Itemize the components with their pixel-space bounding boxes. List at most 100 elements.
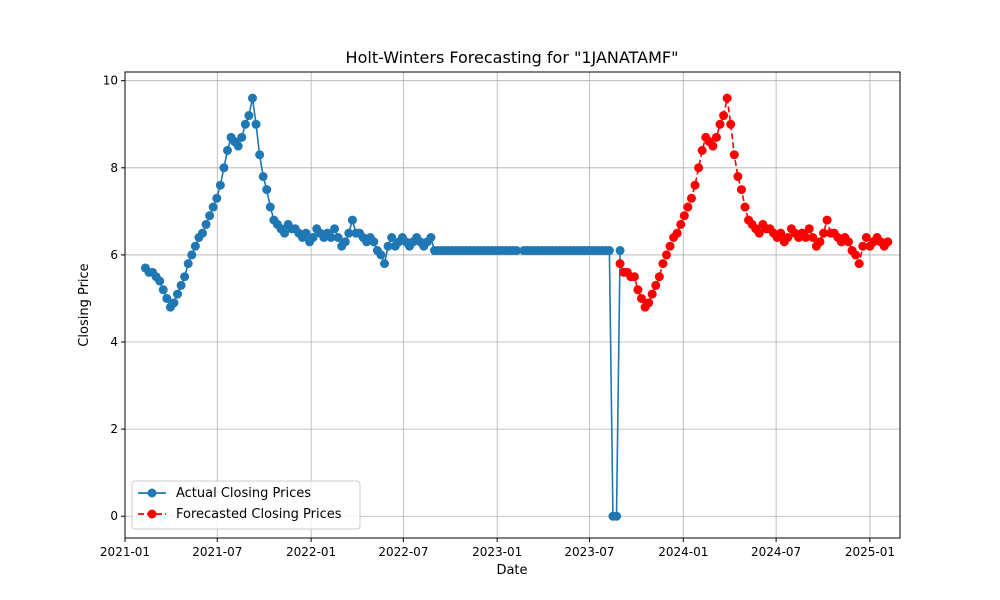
data-point-actual — [180, 272, 190, 282]
data-point-forecast — [647, 289, 657, 299]
data-point-forecast — [633, 285, 643, 295]
x-tick-label: 2024-07 — [751, 545, 801, 559]
y-tick-label: 10 — [103, 74, 118, 88]
data-point-forecast — [754, 228, 764, 238]
data-point-forecast — [819, 228, 829, 238]
data-point-actual — [208, 202, 218, 212]
y-axis-label: Closing Price — [77, 263, 92, 346]
data-point-actual — [251, 119, 261, 129]
data-point-forecast — [736, 185, 746, 195]
data-point-actual — [344, 228, 354, 238]
data-point-forecast — [715, 119, 725, 129]
data-point-actual — [380, 259, 390, 269]
legend-marker-actual — [147, 488, 157, 498]
data-point-actual — [155, 276, 165, 286]
data-point-actual — [308, 233, 318, 242]
plot-area-background — [125, 72, 900, 538]
data-point-forecast — [719, 111, 729, 121]
data-point-actual — [190, 241, 200, 251]
chart-title: Holt-Winters Forecasting for "1JANATAMF" — [346, 48, 679, 67]
data-point-forecast — [651, 280, 661, 290]
data-point-actual — [383, 241, 393, 251]
y-tick-label: 8 — [110, 161, 118, 175]
data-point-actual — [612, 511, 622, 521]
data-point-forecast — [637, 293, 646, 303]
data-point-actual — [604, 246, 614, 256]
data-point-actual — [244, 111, 254, 121]
data-point-actual — [212, 193, 222, 203]
data-point-actual — [183, 259, 193, 269]
x-tick-label: 2024-01 — [658, 545, 708, 559]
data-point-forecast — [854, 259, 864, 269]
series-forecast — [615, 93, 893, 312]
data-point-actual — [201, 219, 211, 229]
data-point-forecast — [690, 180, 700, 190]
data-point-actual — [176, 280, 186, 290]
data-point-actual — [387, 233, 397, 242]
data-point-forecast — [683, 202, 693, 212]
data-point-actual — [198, 228, 207, 238]
data-point-actual — [255, 150, 265, 160]
y-tick-label: 4 — [110, 335, 118, 349]
data-point-actual — [219, 163, 229, 173]
x-tick-label: 2022-07 — [378, 545, 428, 559]
data-point-actual — [512, 246, 522, 256]
data-point-actual — [326, 233, 336, 242]
y-tick-label: 6 — [110, 248, 118, 262]
legend-marker-forecast — [147, 509, 157, 519]
grid — [124, 72, 900, 538]
data-point-forecast — [815, 237, 825, 247]
data-point-actual — [173, 289, 183, 299]
data-point-forecast — [844, 237, 853, 247]
data-point-forecast — [722, 93, 732, 103]
data-point-actual — [333, 233, 343, 242]
data-point-actual — [262, 185, 272, 195]
data-point-forecast — [733, 172, 743, 182]
data-point-forecast — [726, 119, 736, 129]
data-point-forecast — [697, 145, 707, 155]
data-point-forecast — [676, 219, 686, 229]
data-point-actual — [169, 298, 179, 308]
x-axis-label: Date — [496, 563, 527, 578]
data-point-actual — [205, 211, 215, 221]
data-point-forecast — [776, 228, 786, 238]
plot-frame — [124, 71, 901, 539]
data-point-actual — [369, 237, 379, 247]
data-point-forecast — [679, 211, 689, 221]
data-point-forecast — [883, 237, 893, 247]
data-point-forecast — [661, 250, 671, 260]
data-point-actual — [340, 237, 350, 247]
data-point-actual — [347, 215, 357, 225]
x-tick-label: 2023-01 — [472, 545, 522, 559]
data-point-forecast — [740, 202, 750, 212]
data-point-actual — [233, 141, 243, 151]
data-point-forecast — [615, 259, 625, 269]
ticks: 2021-01 2021-07 2022-01 2022-07 2023-01 2023-… — [100, 74, 895, 559]
x-tick-label: 2021-07 — [192, 545, 242, 559]
data-point-actual — [237, 132, 247, 142]
data-point-actual — [330, 224, 340, 234]
data-point-forecast — [644, 298, 654, 308]
data-point-actual — [158, 285, 168, 295]
data-point-actual — [280, 228, 290, 238]
x-tick-label: 2021-01 — [100, 545, 150, 559]
series-actual — [140, 93, 625, 521]
legend: Actual Closing Prices Forecasted Closing… — [131, 480, 361, 530]
data-point-actual — [301, 228, 311, 238]
x-tick-label: 2023-07 — [564, 545, 614, 559]
data-point-forecast — [708, 141, 718, 151]
data-point-actual — [187, 250, 197, 260]
data-point-forecast — [851, 250, 861, 260]
data-point-forecast — [861, 233, 871, 242]
legend-label-actual: Actual Closing Prices — [176, 486, 311, 501]
data-point-actual — [376, 250, 386, 260]
data-point-forecast — [729, 150, 739, 160]
data-point-forecast — [665, 241, 675, 251]
data-point-actual — [240, 119, 250, 129]
data-point-forecast — [858, 241, 868, 251]
data-point-forecast — [694, 163, 704, 173]
x-tick-label: 2022-01 — [286, 545, 336, 559]
data-point-forecast — [822, 215, 832, 225]
data-point-forecast — [808, 233, 818, 242]
